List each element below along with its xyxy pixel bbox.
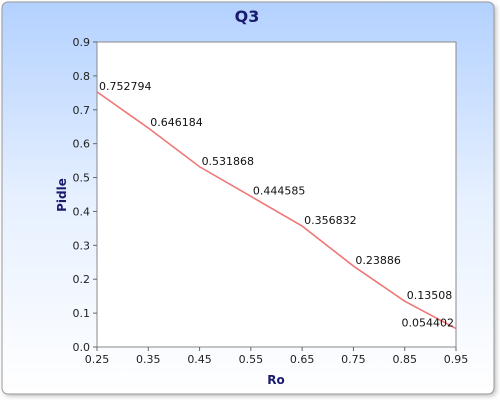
y-tick-label: 0.7 <box>73 104 91 117</box>
y-tick-label: 0.6 <box>73 138 91 151</box>
x-tick-label: 0.55 <box>239 353 264 366</box>
y-tick-label: 0.0 <box>73 341 91 354</box>
y-axis: 0.0 0.1 0.2 0.3 0.4 0.5 0.6 0.7 0.8 0.9 <box>73 36 97 354</box>
data-label: 0.13508 <box>407 289 453 302</box>
x-tick-label: 0.85 <box>392 353 417 366</box>
y-tick-label: 0.8 <box>73 70 91 83</box>
data-label: 0.356832 <box>304 214 357 227</box>
x-tick-label: 0.25 <box>85 353 110 366</box>
y-tick-label: 0.4 <box>73 205 91 218</box>
x-tick-label: 0.65 <box>290 353 315 366</box>
y-tick-label: 0.3 <box>73 239 91 252</box>
y-tick-label: 0.1 <box>73 307 91 320</box>
y-tick-label: 0.9 <box>73 36 91 49</box>
data-label: 0.054402 <box>402 317 455 330</box>
x-tick-label: 0.75 <box>341 353 366 366</box>
y-tick-label: 0.2 <box>73 273 91 286</box>
x-axis-label: Ro <box>267 373 284 387</box>
data-label: 0.646184 <box>150 116 203 129</box>
y-tick-label: 0.5 <box>73 172 91 185</box>
data-label: 0.752794 <box>99 80 152 93</box>
data-label: 0.444585 <box>253 184 306 197</box>
chart-title: Q3 <box>235 7 260 26</box>
x-tick-label: 0.95 <box>444 353 469 366</box>
x-tick-label: 0.35 <box>136 353 161 366</box>
x-axis: 0.25 0.35 0.45 0.55 0.65 0.75 0.85 0.95 <box>85 347 469 366</box>
data-label: 0.531868 <box>202 155 255 168</box>
data-labels: 0.752794 0.646184 0.531868 0.444585 0.356832… <box>99 80 454 330</box>
data-label: 0.23886 <box>355 254 401 267</box>
y-axis-label: Pidle <box>55 178 69 212</box>
x-tick-label: 0.45 <box>187 353 212 366</box>
series-line <box>96 91 457 330</box>
